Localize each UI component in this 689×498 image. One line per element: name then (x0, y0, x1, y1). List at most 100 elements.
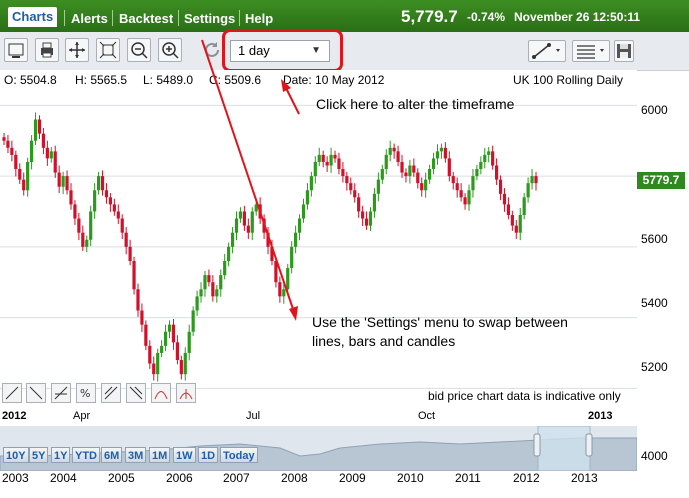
candle (175, 335, 179, 365)
indicators-icon[interactable] (572, 40, 610, 62)
save-icon[interactable] (614, 40, 634, 62)
timeframe-highlight (222, 29, 343, 72)
candle (112, 198, 116, 216)
draw-line-icon[interactable] (528, 40, 566, 62)
candle (207, 269, 211, 287)
candle (491, 145, 495, 170)
candle (100, 170, 105, 196)
range-10y-button[interactable]: 10Y (3, 447, 29, 463)
candle (45, 140, 49, 166)
candle (494, 158, 499, 185)
candle (73, 200, 77, 225)
curve-tool-icon[interactable] (151, 383, 171, 403)
refresh-icon[interactable] (200, 38, 224, 62)
candle (301, 198, 306, 223)
close-value: C: 5509.6 (209, 73, 262, 87)
zoom-in-icon[interactable] (158, 38, 182, 62)
candle (416, 168, 420, 189)
candle (10, 140, 14, 162)
percent-tool-icon[interactable]: % (76, 383, 96, 403)
candle (349, 177, 353, 195)
tab-help[interactable]: Help (245, 11, 274, 26)
candle (227, 242, 231, 267)
tab-separator (178, 10, 179, 26)
candle (132, 256, 136, 295)
candle (400, 154, 404, 178)
candle (238, 207, 243, 223)
range-3m-button[interactable]: 3M (125, 447, 147, 463)
tab-alerts[interactable]: Alerts (71, 11, 108, 26)
candle (179, 355, 183, 380)
candle (57, 165, 61, 194)
range-1d-button[interactable]: 1D (198, 447, 219, 463)
candle (317, 147, 321, 167)
candle (274, 256, 278, 288)
range-today-button[interactable]: Today (220, 447, 258, 463)
candle (530, 169, 534, 190)
candle (435, 144, 440, 165)
range-1w-button[interactable]: 1W (173, 447, 196, 463)
range-1y-button[interactable]: 1Y (51, 447, 71, 463)
candle (297, 214, 302, 241)
candle (526, 177, 530, 203)
candle (120, 214, 124, 240)
range-1m-button[interactable]: 1M (149, 447, 171, 463)
candle (183, 347, 187, 381)
candle (309, 171, 313, 197)
bar-date: Date: 10 May 2012 (283, 73, 385, 87)
parallel-tool-icon[interactable] (126, 383, 146, 403)
tab-backtest[interactable]: Backtest (119, 11, 174, 26)
pan-icon[interactable] (65, 38, 89, 62)
quote-datetime: November 26 12:50:11 (514, 10, 641, 24)
y-tick-label: 6000 (641, 103, 668, 117)
candle (262, 214, 266, 240)
candle (29, 135, 34, 170)
candle (392, 143, 396, 159)
ray-tool-icon[interactable] (26, 383, 46, 403)
candle (124, 227, 128, 255)
print-icon[interactable] (35, 38, 59, 62)
candle (313, 156, 317, 184)
candle (234, 211, 239, 241)
candle (223, 253, 227, 280)
range-6m-button[interactable]: 6M (101, 447, 123, 463)
candle (479, 156, 483, 175)
candle (333, 150, 337, 163)
chart-type-icon[interactable] (4, 38, 28, 62)
fib-tool-icon[interactable] (51, 383, 71, 403)
candle (211, 275, 215, 302)
nav-year-label: 2013 (571, 471, 598, 485)
candle (487, 147, 491, 163)
candle (443, 142, 447, 163)
nav-year-label: 2009 (339, 471, 366, 485)
candle (96, 171, 101, 195)
candle (475, 164, 479, 181)
candle (14, 150, 18, 177)
price-chart[interactable] (0, 70, 637, 406)
fit-icon[interactable] (96, 38, 120, 62)
candle (203, 270, 207, 297)
last-price-tag: 5779.7 (637, 172, 685, 189)
channel-tool-icon[interactable] (101, 383, 121, 403)
arc-tool-icon[interactable] (176, 383, 196, 403)
zoom-out-icon[interactable] (127, 38, 151, 62)
candle (534, 171, 538, 191)
range-ytd-button[interactable]: YTD (72, 447, 100, 463)
x-tick-label: 2012 (2, 410, 27, 422)
tab-charts[interactable]: Charts (8, 7, 58, 27)
candle (290, 241, 294, 274)
candle (439, 143, 444, 159)
candle (424, 172, 428, 198)
trendline-tool-icon[interactable] (2, 383, 22, 403)
candle (396, 145, 400, 167)
candle (33, 112, 38, 145)
tab-settings[interactable]: Settings (184, 11, 236, 26)
candle (77, 212, 81, 241)
candle (364, 211, 369, 230)
range-5y-button[interactable]: 5Y (29, 447, 49, 463)
candle (329, 147, 333, 173)
candle (337, 152, 341, 175)
candle (152, 356, 156, 381)
nav-year-label: 2010 (397, 471, 424, 485)
candle (325, 156, 329, 172)
